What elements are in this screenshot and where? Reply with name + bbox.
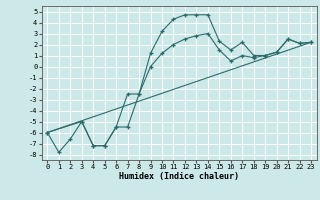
- X-axis label: Humidex (Indice chaleur): Humidex (Indice chaleur): [119, 172, 239, 181]
